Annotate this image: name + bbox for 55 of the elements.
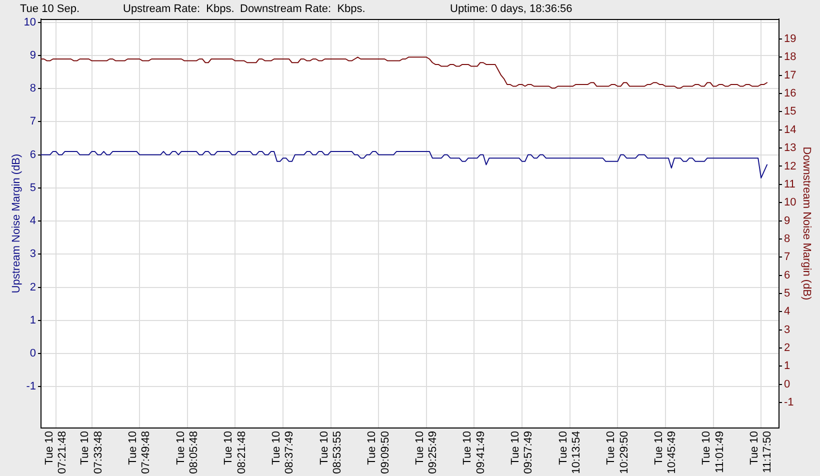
y2-tick-label: 2 xyxy=(784,342,790,354)
y2-tick-label: 17 xyxy=(784,69,796,82)
x-tick-label: Tue 10 08:53:55 xyxy=(318,431,344,474)
x-tick-label: Tue 10 08:37:49 xyxy=(270,431,296,474)
x-tick-label: Tue 10 09:25:49 xyxy=(414,431,440,474)
y2-tick-label: 0 xyxy=(784,378,790,390)
x-tick-label: Tue 10 09:41:49 xyxy=(462,431,487,474)
y2-tick-label: 9 xyxy=(784,214,790,227)
y2-tick-label: 19 xyxy=(784,33,796,46)
x-tick-label: Tue 10 10:13:54 xyxy=(557,431,582,474)
x-tick-label: Tue 10 10:29:50 xyxy=(605,431,630,474)
y-tick-label: 3 xyxy=(30,248,36,260)
x-tick-label: Tue 10 08:21:48 xyxy=(222,431,248,474)
y2-tick-label: 4 xyxy=(784,306,790,318)
y-tick-label: 1 xyxy=(30,314,36,326)
x-tick-label: Tue 10 09:57:49 xyxy=(509,431,535,474)
y-tick-label: 9 xyxy=(30,49,36,62)
y2-tick-label: 6 xyxy=(784,269,790,282)
y2-tick-label: 11 xyxy=(784,178,796,190)
y2-tick-label: 3 xyxy=(784,324,790,336)
x-tick-label: Tue 10 07:21:48 xyxy=(43,431,69,474)
text: Upstream Rate: Kbps. xyxy=(123,3,234,16)
x-tick-label: Tue 10 10:45:49 xyxy=(652,431,678,474)
y-tick-label: 4 xyxy=(30,215,36,228)
y2-tick-label: 13 xyxy=(784,142,796,154)
chart-title: Tue 10 Sep. xyxy=(20,3,80,16)
y-tick-label: 7 xyxy=(30,116,36,128)
y-axis-title: Upstream Noise Margin (dB) xyxy=(10,154,23,294)
y2-tick-label: -1 xyxy=(784,396,794,409)
y2-tick-label: 10 xyxy=(784,196,796,209)
text: Uptime: 0 days, 18:36:56 xyxy=(450,3,572,16)
x-tick-label: Tue 10 11:17:50 xyxy=(748,431,774,474)
y-tick-label: 6 xyxy=(30,148,36,161)
x-tick-label: Tue 10 09:09:50 xyxy=(366,431,392,474)
y2-tick-label: 8 xyxy=(784,232,790,245)
y2-tick-label: 5 xyxy=(784,288,790,300)
y-tick-label: 8 xyxy=(30,82,36,95)
y2-tick-label: 18 xyxy=(784,51,796,64)
y2-tick-label: 15 xyxy=(784,106,796,118)
y2-tick-label: 12 xyxy=(784,160,796,172)
x-tick-label: Tue 10 07:33:48 xyxy=(79,431,104,474)
y-tick-label: 5 xyxy=(30,182,36,194)
y-tick-label: -1 xyxy=(26,380,36,393)
x-tick-label: Tue 10 11:01:49 xyxy=(700,431,726,474)
x-tick-label: Tue 10 07:49:48 xyxy=(127,431,152,474)
y2-tick-label: 16 xyxy=(784,88,796,100)
y2-tick-label: 14 xyxy=(784,124,796,136)
x-tick-label: Tue 10 08:05:48 xyxy=(174,431,200,474)
y-tick-label: 0 xyxy=(30,348,36,360)
text: Downstream Rate: Kbps. xyxy=(240,3,366,16)
y-tick-label: 10 xyxy=(24,16,36,28)
y2-tick-label: 1 xyxy=(784,360,790,372)
y2-axis-title: Downstream Noise Margin (dB) xyxy=(800,146,812,300)
y2-tick-label: 7 xyxy=(784,251,790,264)
y-tick-label: 2 xyxy=(30,281,36,294)
